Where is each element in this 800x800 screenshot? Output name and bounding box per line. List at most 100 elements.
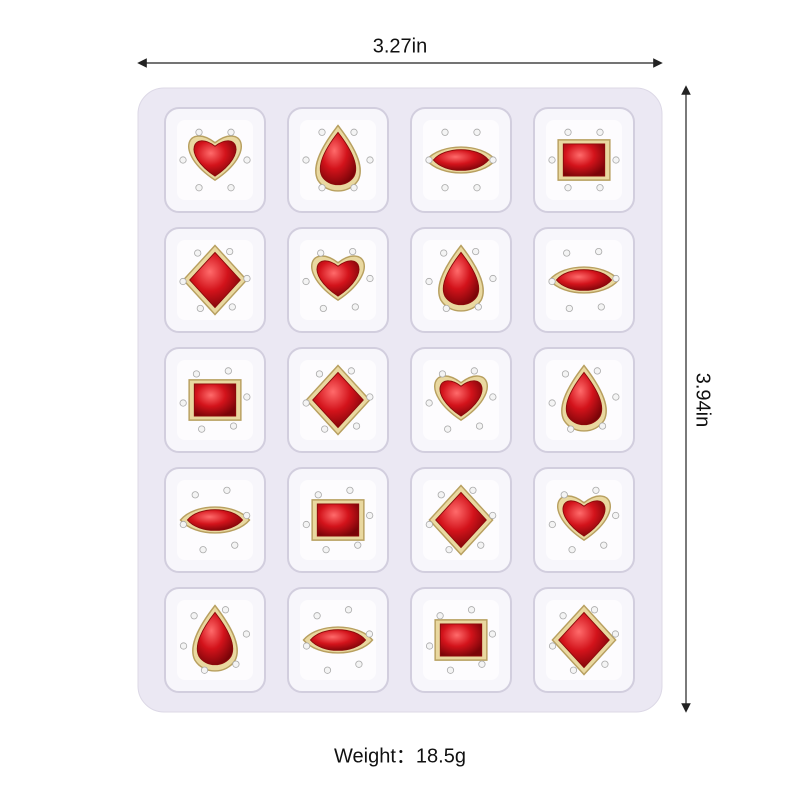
rhinestone bbox=[475, 422, 484, 430]
rhinestone bbox=[441, 128, 449, 136]
rhinestone bbox=[228, 303, 236, 311]
rhinestone bbox=[196, 304, 204, 313]
rhinestone bbox=[179, 156, 187, 164]
rhinestone bbox=[365, 630, 374, 638]
rhinestone bbox=[612, 156, 620, 164]
rhinestone bbox=[595, 247, 603, 256]
rhinestone bbox=[352, 422, 361, 430]
rhinestone bbox=[243, 393, 251, 401]
jewel bbox=[316, 503, 360, 537]
rhinestone bbox=[223, 486, 231, 494]
rhinestone bbox=[489, 156, 497, 164]
jewel bbox=[562, 143, 606, 177]
rhinestone bbox=[350, 128, 358, 136]
rhinestone bbox=[315, 370, 324, 378]
rhinestone bbox=[302, 277, 310, 286]
rhinestone bbox=[612, 393, 620, 401]
rhinestone bbox=[438, 370, 447, 378]
jewel bbox=[196, 611, 234, 666]
rhinestone bbox=[302, 520, 310, 529]
rhinestone bbox=[366, 274, 374, 283]
rhinestone bbox=[349, 247, 357, 256]
rhinestone bbox=[232, 660, 240, 668]
rhinestone bbox=[366, 156, 374, 164]
rhinestone bbox=[226, 247, 234, 256]
rhinestone bbox=[568, 546, 576, 554]
rhinestone bbox=[194, 249, 202, 257]
rhinestone bbox=[569, 666, 578, 674]
rhinestone bbox=[179, 277, 187, 286]
jewel bbox=[562, 500, 606, 537]
jewel bbox=[435, 491, 487, 549]
jewel bbox=[439, 623, 483, 657]
rhinestone bbox=[590, 606, 599, 614]
rhinestone bbox=[319, 304, 327, 313]
rhinestone bbox=[467, 606, 476, 614]
rhinestone bbox=[563, 249, 571, 257]
rhinestone bbox=[473, 184, 481, 192]
rhinestone bbox=[318, 184, 326, 192]
rhinestone bbox=[195, 184, 203, 192]
rhinestone bbox=[436, 612, 444, 620]
rhinestone bbox=[470, 367, 478, 375]
rhinestone bbox=[488, 630, 497, 638]
rhinestone bbox=[190, 612, 198, 620]
rhinestone bbox=[489, 511, 497, 520]
rhinestone bbox=[446, 666, 455, 674]
rhinestone bbox=[564, 184, 572, 192]
jewel bbox=[319, 131, 357, 186]
rhinestone bbox=[425, 277, 433, 286]
rhinestone bbox=[472, 247, 480, 256]
rhinestone bbox=[440, 249, 448, 257]
rhinestone bbox=[227, 184, 235, 192]
rhinestone bbox=[317, 249, 325, 257]
rhinestone bbox=[560, 491, 568, 499]
rhinestone bbox=[179, 520, 187, 529]
rhinestone bbox=[548, 642, 557, 650]
rhinestone bbox=[231, 541, 239, 549]
rhinestone bbox=[191, 491, 199, 499]
rhinestone bbox=[611, 630, 620, 638]
rhinestone bbox=[199, 546, 207, 554]
rhinestone bbox=[354, 541, 362, 549]
rhinestone bbox=[366, 511, 374, 520]
height-label: 3.94in bbox=[692, 373, 714, 428]
rhinestone bbox=[323, 666, 332, 674]
jewel bbox=[442, 251, 480, 306]
rhinestone bbox=[344, 606, 353, 614]
rhinestone bbox=[425, 520, 433, 529]
rhinestone bbox=[559, 612, 567, 620]
compartments bbox=[164, 107, 635, 693]
rhinestone bbox=[302, 642, 311, 650]
rhinestone bbox=[366, 393, 374, 401]
rhinestone bbox=[442, 304, 450, 313]
rhinestone bbox=[347, 367, 355, 375]
rhinestone bbox=[567, 425, 575, 433]
rhinestone bbox=[302, 156, 310, 164]
rhinestone bbox=[473, 128, 481, 136]
jewel bbox=[309, 629, 367, 651]
rhinestone bbox=[425, 156, 433, 164]
rhinestone bbox=[200, 666, 209, 674]
rhinestone bbox=[198, 425, 206, 433]
rhinestone bbox=[596, 128, 604, 136]
rhinestone bbox=[489, 274, 497, 283]
weight-label: Weight：18.5g bbox=[334, 745, 466, 767]
jewel bbox=[193, 383, 237, 417]
rhinestone bbox=[179, 399, 187, 407]
rhinestone bbox=[322, 546, 330, 554]
jewel bbox=[558, 611, 610, 669]
rhinestone bbox=[321, 425, 329, 433]
rhinestone bbox=[425, 642, 434, 650]
rhinestone bbox=[221, 606, 230, 614]
jewel bbox=[193, 140, 237, 177]
rhinestone bbox=[561, 370, 570, 378]
rhinestone bbox=[445, 546, 453, 554]
rhinestone bbox=[355, 660, 363, 668]
rhinestone bbox=[477, 541, 485, 549]
rhinestone bbox=[351, 303, 359, 311]
rhinestone bbox=[437, 491, 445, 499]
rhinestone bbox=[612, 274, 620, 283]
rhinestone bbox=[313, 612, 321, 620]
